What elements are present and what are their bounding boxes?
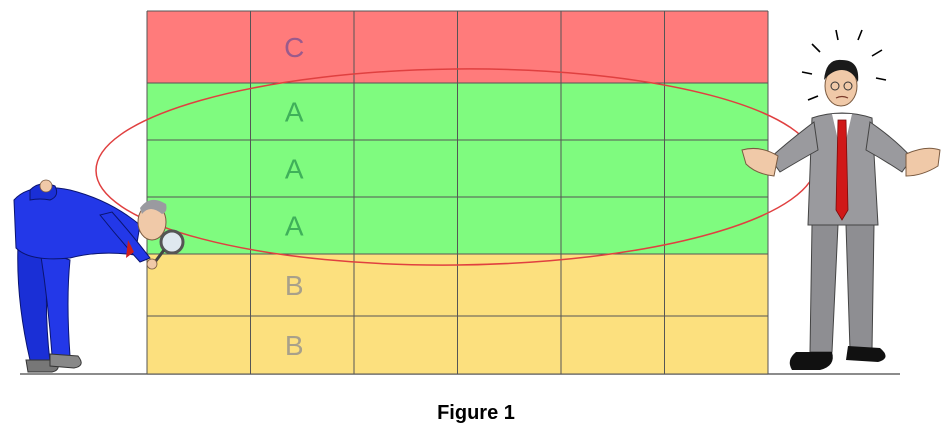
figure-caption: Figure 1 — [437, 402, 515, 424]
grid-row-label: A — [285, 154, 304, 185]
grid-row-label: B — [285, 330, 304, 361]
grid-row-label: A — [285, 97, 304, 128]
businessman-figure — [741, 29, 941, 370]
inspector-figure — [13, 179, 185, 373]
grid-row-label: B — [285, 270, 304, 301]
grid-row-label: C — [284, 32, 304, 63]
grid-row-label: A — [285, 211, 304, 242]
